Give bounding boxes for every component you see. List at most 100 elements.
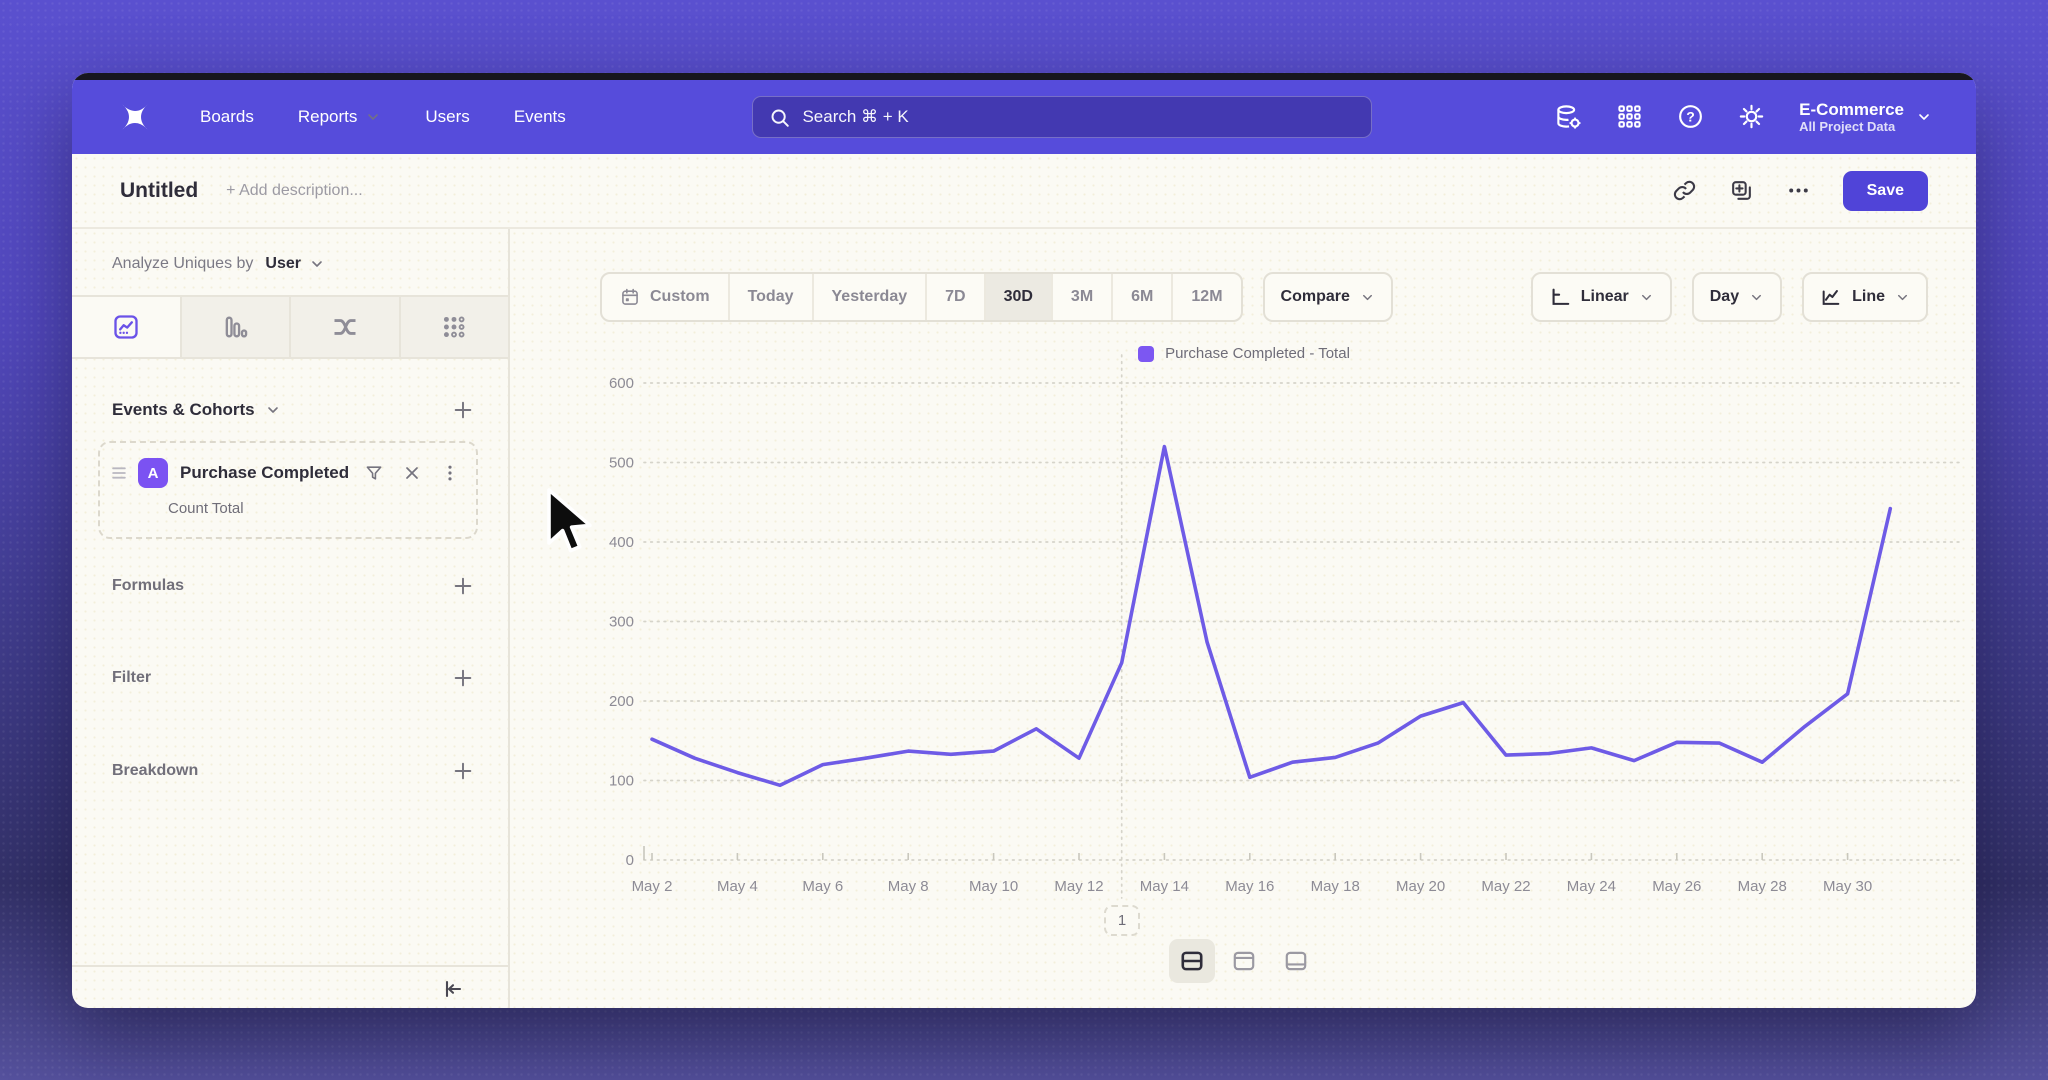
duplicate-icon[interactable] <box>1729 178 1754 203</box>
project-switcher[interactable]: E-Commerce All Project Data <box>1799 99 1932 135</box>
search-input[interactable]: Search ⌘ + K <box>752 96 1373 138</box>
range-yesterday[interactable]: Yesterday <box>811 274 926 320</box>
range-custom[interactable]: Custom <box>602 274 728 320</box>
tab-retention[interactable] <box>401 297 509 357</box>
report-title[interactable]: Untitled <box>120 178 199 202</box>
range-6m[interactable]: 6M <box>1111 274 1171 320</box>
svg-text:100: 100 <box>609 773 634 790</box>
nav-item-boards[interactable]: Boards <box>200 107 254 126</box>
formulas-section: Formulas <box>112 575 474 597</box>
range-30d[interactable]: 30D <box>983 274 1051 320</box>
svg-text:May 24: May 24 <box>1567 878 1616 895</box>
svg-text:May 12: May 12 <box>1054 878 1103 895</box>
tab-funnels[interactable] <box>182 297 291 357</box>
nav-item-reports[interactable]: Reports <box>298 107 382 127</box>
add-filter-button[interactable] <box>452 667 474 689</box>
layout-split-view-button[interactable] <box>1169 939 1215 983</box>
series-badge: A <box>138 458 168 488</box>
svg-text:May 22: May 22 <box>1481 878 1530 895</box>
report-header: Untitled + Add description... Save <box>72 154 1976 229</box>
svg-text:200: 200 <box>609 693 634 710</box>
analyze-uniques-selector[interactable]: Analyze Uniques by User <box>112 255 325 273</box>
events-cohorts-section[interactable]: Events & Cohorts <box>112 399 474 421</box>
svg-text:400: 400 <box>609 534 634 551</box>
project-name: E-Commerce <box>1799 99 1904 119</box>
nav-item-users[interactable]: Users <box>425 107 470 126</box>
chevron-down-icon <box>368 114 379 120</box>
pagination-badge[interactable]: 1 <box>1104 905 1140 936</box>
range-today[interactable]: Today <box>727 274 812 320</box>
layout-chart-bottom-button[interactable] <box>1273 939 1319 983</box>
legend-label: Purchase Completed - Total <box>1165 345 1350 362</box>
chart-style-selector[interactable]: Line <box>1802 272 1928 322</box>
line-chart-tab-icon <box>114 315 138 339</box>
svg-text:300: 300 <box>609 614 634 631</box>
svg-text:May 4: May 4 <box>717 878 758 895</box>
event-name: Purchase Completed <box>180 463 350 482</box>
chart-plot-area: 0 100 200 300 400 500 600 May 2 May 4 May 6 May 8 M… <box>609 354 1963 899</box>
report-canvas: Custom Today Yesterday 7D 30D 3M 6M 12M … <box>508 229 1976 1008</box>
chevron-down-icon <box>1919 114 1929 120</box>
copy-link-icon[interactable] <box>1672 178 1697 203</box>
filter-funnel-icon[interactable] <box>364 463 384 483</box>
layout-chart-top-button[interactable] <box>1221 939 1267 983</box>
line-chart: Purchase Completed - Total 0 100 200 300 400… <box>510 333 1976 1008</box>
calendar-icon <box>622 288 638 305</box>
interval-selector[interactable]: Day <box>1691 272 1783 322</box>
app-window: Boards Reports Users Events Search ⌘ + K <box>72 73 1976 1008</box>
chevron-down-icon <box>1362 294 1372 300</box>
event-card-purchase-completed[interactable]: A Purchase Completed Count T <box>98 441 478 539</box>
event-aggregation[interactable]: Count Total <box>168 500 244 517</box>
settings-gear-icon[interactable] <box>1738 103 1765 130</box>
help-icon[interactable]: ? <box>1677 103 1704 130</box>
legend-swatch <box>1138 345 1155 362</box>
date-range-segmented-control: Custom Today Yesterday 7D 30D 3M 6M 12M <box>600 272 1243 322</box>
project-subtitle: All Project Data <box>1799 119 1896 135</box>
chart-legend: Purchase Completed - Total <box>510 345 1976 362</box>
sidebar-footer <box>72 965 508 1008</box>
svg-text:May 16: May 16 <box>1225 878 1274 895</box>
remove-event-icon[interactable] <box>402 463 422 483</box>
data-management-icon[interactable] <box>1555 103 1582 130</box>
add-formula-button[interactable] <box>452 575 474 597</box>
flows-tab-icon <box>334 319 356 335</box>
tab-flows[interactable] <box>291 297 401 357</box>
chart-controls: Custom Today Yesterday 7D 30D 3M 6M 12M … <box>600 272 1928 322</box>
collapse-sidebar-icon[interactable] <box>440 977 464 1001</box>
drag-handle-icon[interactable] <box>112 466 126 480</box>
range-12m[interactable]: 12M <box>1171 274 1240 320</box>
nav-right-cluster: ? E-Commerce All Project Data <box>1555 99 1932 135</box>
save-button[interactable]: Save <box>1842 170 1928 211</box>
range-7d[interactable]: 7D <box>925 274 983 320</box>
chevron-down-icon <box>1752 294 1762 300</box>
chart-type-tabs <box>72 295 508 359</box>
range-3m[interactable]: 3M <box>1050 274 1111 320</box>
linear-axis-icon <box>1552 288 1570 305</box>
line-chart-icon <box>1822 290 1840 305</box>
top-nav: Boards Reports Users Events Search ⌘ + K <box>72 80 1976 154</box>
tab-insights[interactable] <box>72 297 182 357</box>
add-event-button[interactable] <box>452 399 474 421</box>
query-sidebar: Analyze Uniques by User <box>72 229 508 1008</box>
chevron-down-icon <box>312 261 322 267</box>
add-description-field[interactable]: + Add description... <box>226 181 363 199</box>
add-breakdown-button[interactable] <box>452 760 474 782</box>
search-placeholder: Search ⌘ + K <box>802 107 909 126</box>
chevron-down-icon <box>267 407 278 413</box>
apps-grid-icon[interactable] <box>1616 103 1643 130</box>
search-icon <box>771 109 790 127</box>
mixpanel-logo-icon[interactable] <box>116 98 154 136</box>
svg-text:May 2: May 2 <box>632 878 673 895</box>
svg-text:0: 0 <box>626 852 634 869</box>
compare-button[interactable]: Compare <box>1262 272 1393 322</box>
more-options-icon[interactable] <box>1786 178 1811 203</box>
breakdown-section: Breakdown <box>112 760 474 782</box>
svg-text:600: 600 <box>609 375 634 392</box>
scale-selector[interactable]: Linear <box>1530 272 1672 322</box>
filter-section: Filter <box>112 667 474 689</box>
nav-item-events[interactable]: Events <box>513 107 566 126</box>
analyze-uniques-value: User <box>265 255 301 272</box>
layout-toggles <box>1169 939 1319 983</box>
kebab-menu-icon[interactable] <box>440 463 460 483</box>
